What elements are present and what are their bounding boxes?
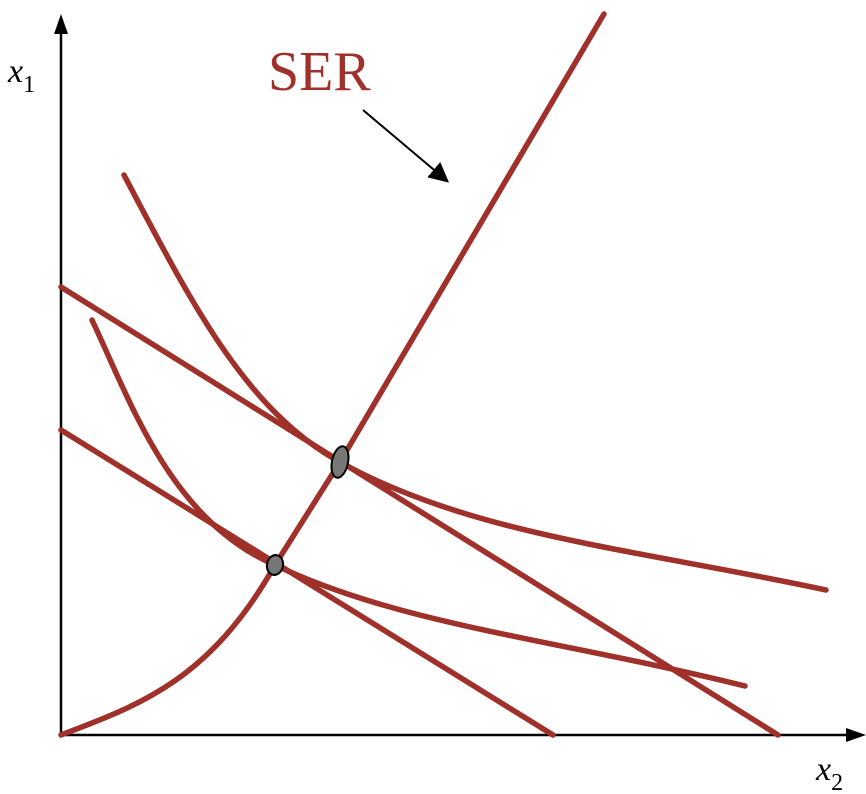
- ser-pointer-arrow-icon: [362, 109, 450, 183]
- y-axis-label: x1: [7, 53, 35, 98]
- x-axis-label: x2: [815, 751, 843, 794]
- ser-label: SER: [268, 41, 371, 103]
- isoquant-curve-high: [121, 172, 829, 593]
- tangency-point-low-icon: [265, 554, 285, 576]
- y-axis-arrowhead-icon: [54, 14, 68, 34]
- tangency-point-high-icon: [330, 445, 350, 479]
- isoquant-curve-low: [89, 317, 748, 689]
- isocost-line-high: [58, 284, 781, 738]
- scale-expansion-ray: [58, 11, 607, 738]
- isocost-line-low: [58, 427, 556, 738]
- x-axis-variable: x: [815, 751, 831, 788]
- x-axis-arrowhead-icon: [846, 728, 866, 742]
- x-axis-subscript: 2: [831, 770, 843, 794]
- y-axis-subscript: 1: [23, 72, 35, 98]
- y-axis-variable: x: [7, 53, 23, 90]
